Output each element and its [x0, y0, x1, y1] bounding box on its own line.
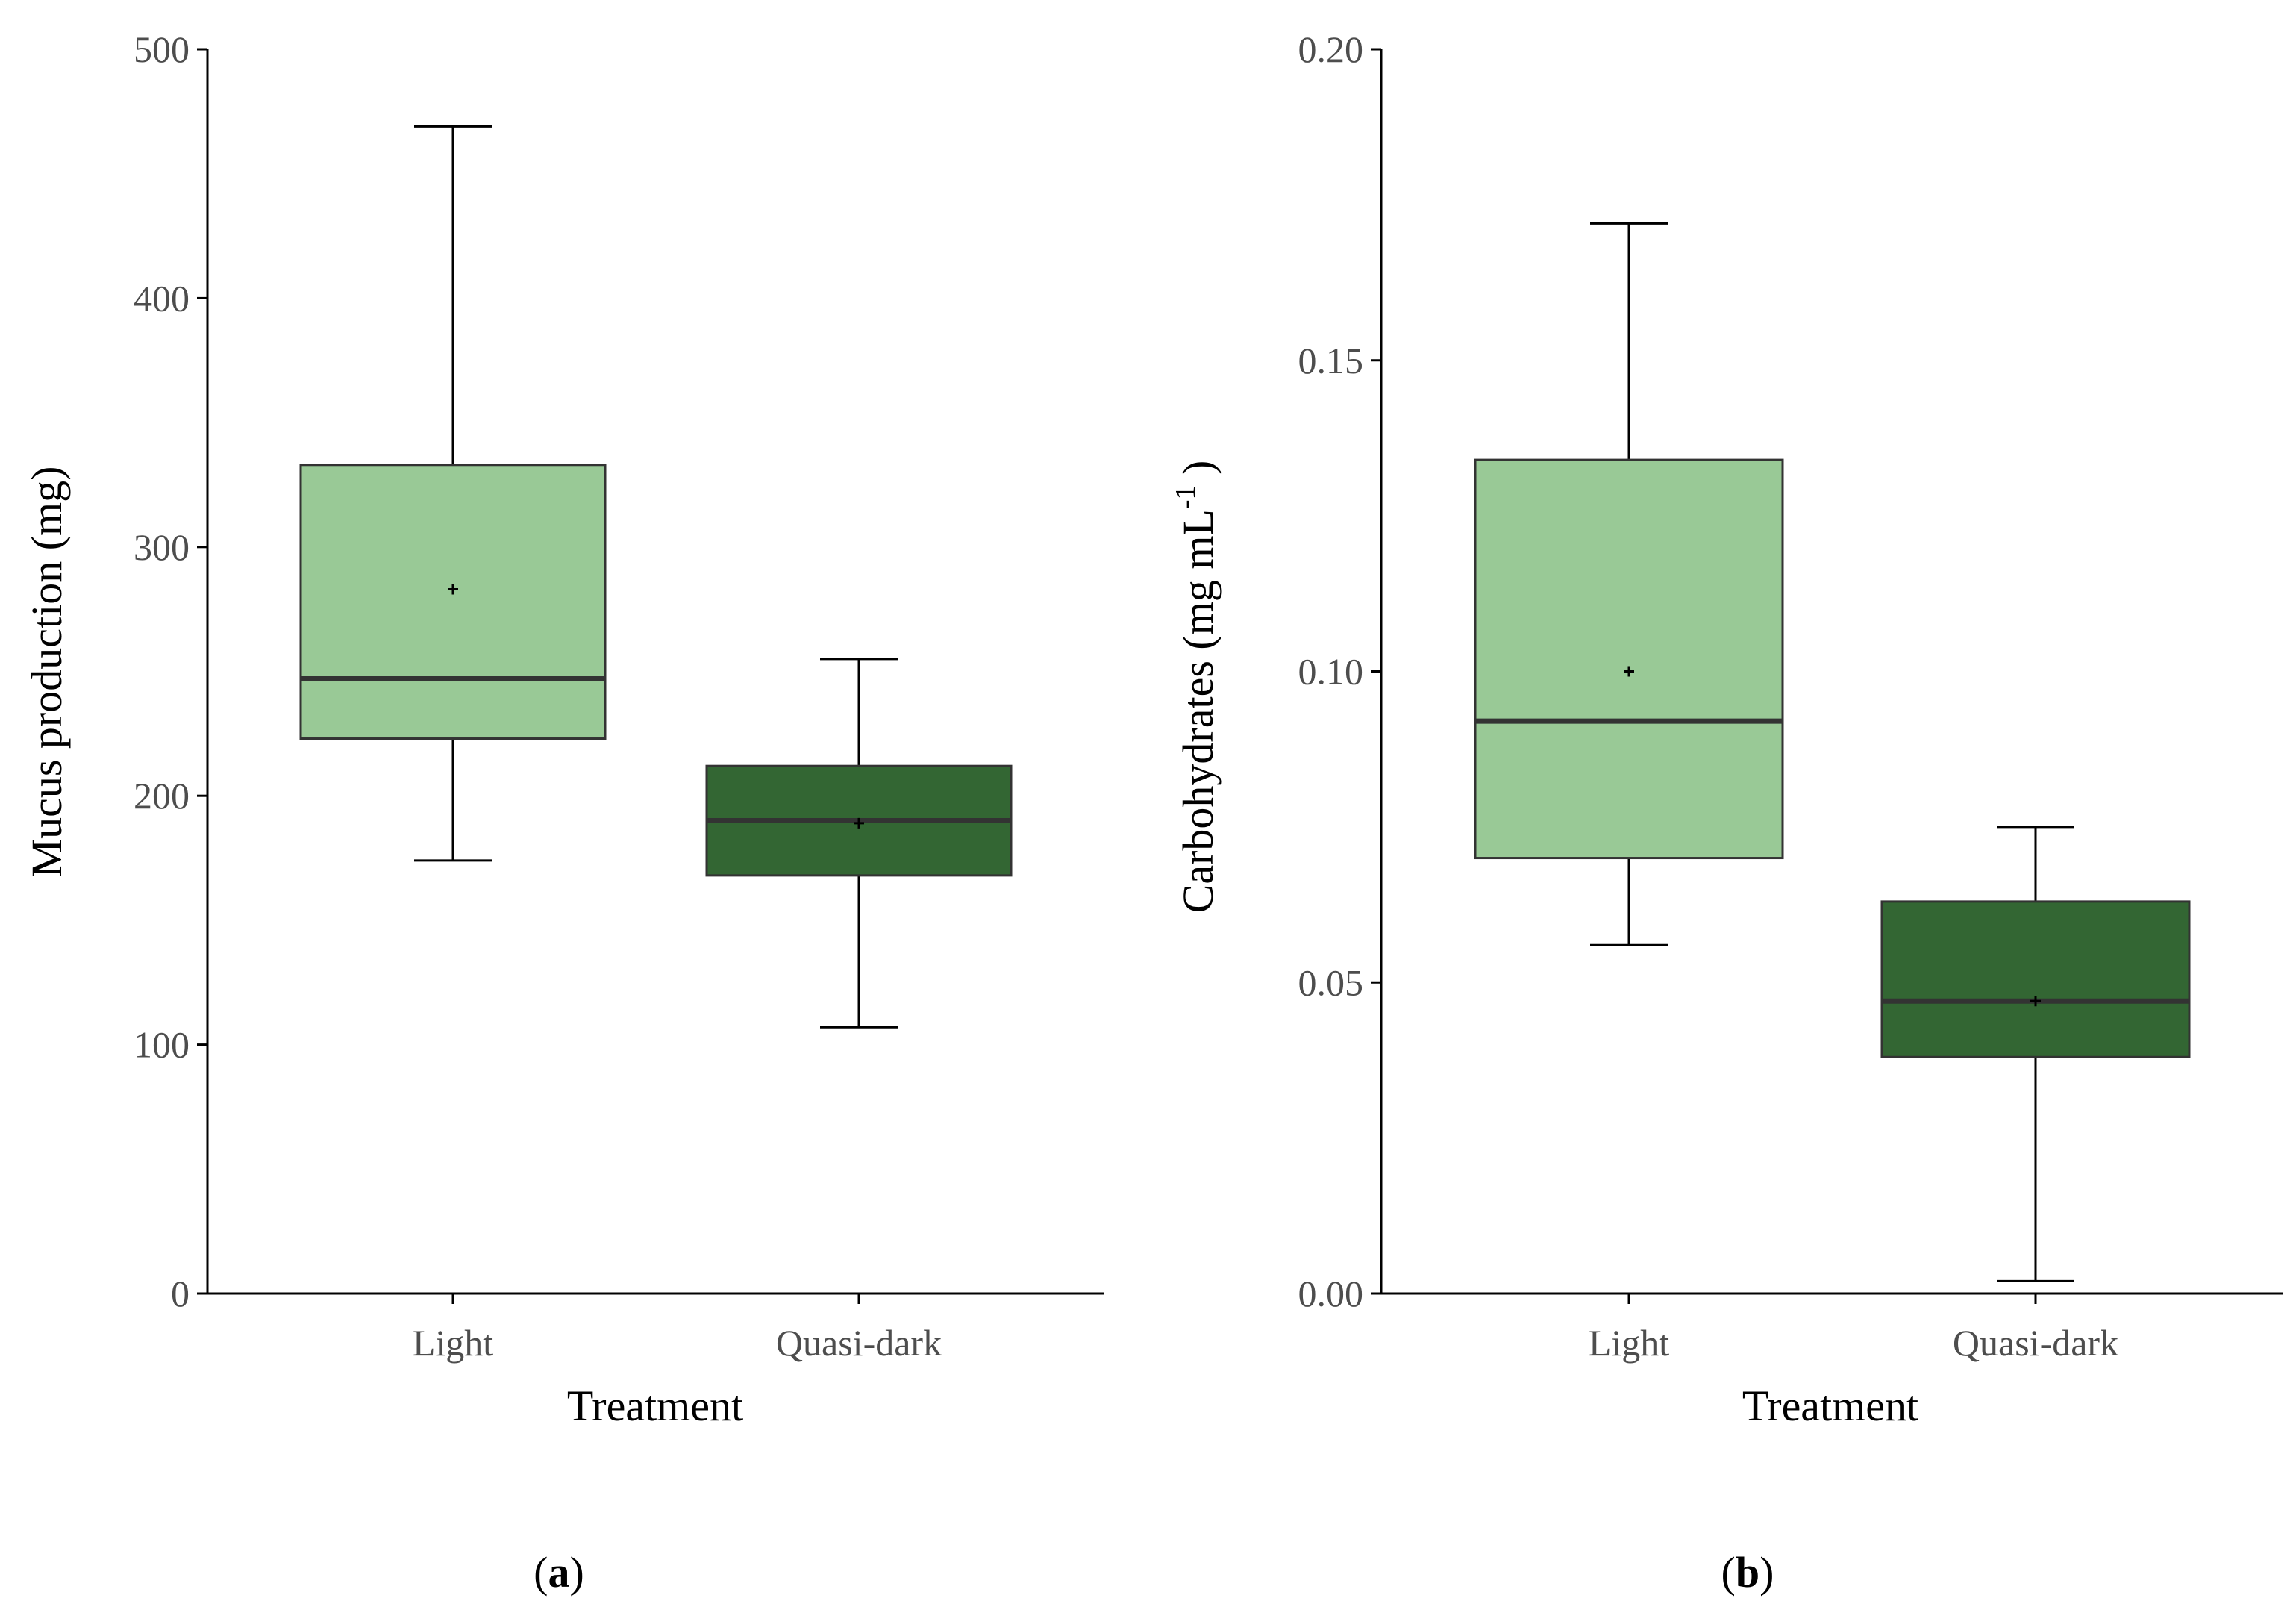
box-mean-marker	[448, 584, 458, 595]
chart-a-x-ticks: Light Quasi-dark	[413, 1294, 942, 1364]
chart-b-marks	[1474, 222, 2191, 1282]
chart-a-x-axis-title: Treatment	[567, 1382, 743, 1430]
chart-a-y-ticks: 0 100 200 300 400 500	[134, 28, 207, 1314]
chart-a-y-tick-label: 500	[134, 28, 190, 70]
chart-b-y-tick-label: 0.05	[1298, 961, 1364, 1003]
chart-a-y-tick-label: 0	[171, 1273, 190, 1314]
chart-a-y-tick-label: 300	[134, 526, 190, 568]
panel-label-b: (b)	[1721, 1548, 1774, 1597]
box-mean-marker	[854, 817, 864, 829]
chart-a-y-tick-label: 200	[134, 775, 190, 817]
chart-panel-a: 0 100 200 300 400 500 Light Quasi-dark Treatme…	[22, 28, 1104, 1597]
chart-b-y-axis-title-sup: -1	[1170, 485, 1201, 509]
chart-a-y-axis-title: Mucus production (mg)	[22, 467, 71, 878]
chart-a-marks	[299, 125, 1013, 1029]
chart-b-box-light	[1474, 222, 1784, 946]
chart-a-x-tick-label: Light	[413, 1322, 493, 1364]
chart-b-y-axis-title: Carbohydrates (mg mL-1 )	[1170, 461, 1222, 914]
chart-b-y-tick-label: 0.00	[1298, 1273, 1364, 1314]
panel-label-a: (a)	[534, 1548, 584, 1597]
chart-b-x-tick-label: Quasi-dark	[1953, 1322, 2118, 1364]
chart-b-y-axis-title-main: Carbohydrates (mg mL	[1174, 509, 1222, 913]
panel-label-a-letter: a	[548, 1548, 570, 1597]
chart-b-y-ticks: 0.00 0.05 0.10 0.15 0.20	[1298, 28, 1381, 1314]
chart-a-y-tick-label: 100	[134, 1024, 190, 1066]
chart-b-y-tick-label: 0.20	[1298, 28, 1364, 70]
box-mean-marker	[2030, 996, 2041, 1007]
box-mean-marker	[1624, 666, 1634, 677]
chart-b-x-ticks: Light Quasi-dark	[1589, 1294, 2118, 1364]
chart-a-box-quasi-dark	[705, 658, 1013, 1029]
chart-panel-b: 0.00 0.05 0.10 0.15 0.20 Light Quasi-dark Tre…	[1170, 28, 2283, 1597]
chart-b-x-axis-title: Treatment	[1742, 1382, 1918, 1430]
chart-a-x-tick-label: Quasi-dark	[776, 1322, 942, 1364]
chart-a-box-light	[299, 125, 607, 862]
box-iqr	[1880, 900, 2191, 1058]
chart-b-y-tick-label: 0.10	[1298, 651, 1364, 693]
panel-label-b-letter: b	[1736, 1548, 1759, 1597]
chart-a-y-tick-label: 400	[134, 277, 190, 319]
chart-b-x-tick-label: Light	[1589, 1322, 1669, 1364]
chart-b-y-axis-title-end: )	[1174, 461, 1222, 486]
box-iqr	[1474, 458, 1784, 860]
chart-b-y-tick-label: 0.15	[1298, 340, 1364, 381]
box-iqr	[299, 464, 607, 740]
chart-b-box-quasi-dark	[1880, 826, 2191, 1282]
